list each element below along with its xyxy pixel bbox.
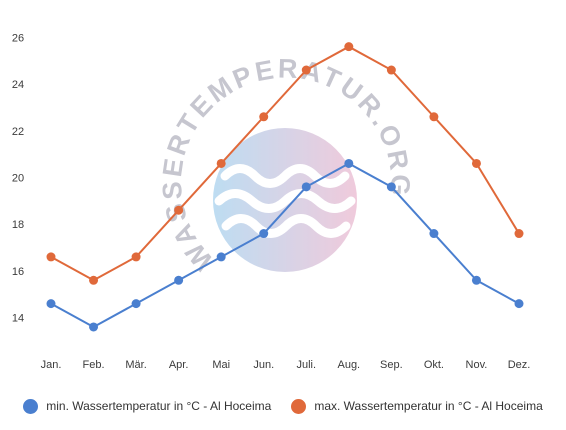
data-point[interactable] <box>471 275 481 285</box>
y-tick-label: 14 <box>12 313 24 325</box>
x-tick-label: Mai <box>212 359 230 371</box>
series-line <box>50 45 520 282</box>
legend-label: max. Wassertemperatur in °C - Al Hoceima <box>314 399 543 413</box>
data-point[interactable] <box>301 65 311 75</box>
data-point[interactable] <box>344 158 354 168</box>
x-tick-label: Feb. <box>83 359 105 371</box>
data-point[interactable] <box>471 158 481 168</box>
x-tick-label: Nov. <box>466 359 488 371</box>
data-point[interactable] <box>301 182 311 192</box>
data-point[interactable] <box>386 65 396 75</box>
x-tick-label: Mär. <box>125 359 146 371</box>
data-point[interactable] <box>89 322 99 332</box>
legend-swatch <box>291 398 307 414</box>
data-point[interactable] <box>259 112 269 122</box>
x-tick-label: Jun. <box>253 359 274 371</box>
data-point[interactable] <box>344 42 354 52</box>
y-tick-label: 24 <box>12 79 24 91</box>
y-tick-label: 22 <box>12 126 24 138</box>
series-max <box>46 42 524 285</box>
legend-swatch <box>23 398 39 414</box>
y-tick-label: 26 <box>12 32 24 44</box>
data-point[interactable] <box>216 252 226 262</box>
x-tick-label: Aug. <box>337 359 360 371</box>
x-tick-label: Jan. <box>41 359 62 371</box>
legend-label: min. Wassertemperatur in °C - Al Hoceima <box>46 399 272 413</box>
y-tick-label: 16 <box>12 266 24 278</box>
y-tick-label: 18 <box>12 219 24 231</box>
data-point[interactable] <box>174 275 184 285</box>
data-point[interactable] <box>514 229 524 239</box>
data-point[interactable] <box>386 182 396 192</box>
x-tick-label: Dez. <box>508 359 531 371</box>
legend-item[interactable]: max. Wassertemperatur in °C - Al Hoceima <box>291 398 543 414</box>
y-axis: 14 16 18 20 22 24 26 <box>12 32 24 324</box>
x-tick-label: Okt. <box>424 359 444 371</box>
data-point[interactable] <box>89 275 99 285</box>
x-tick-label: Apr. <box>169 359 189 371</box>
legend-item[interactable]: min. Wassertemperatur in °C - Al Hoceima <box>23 398 272 414</box>
y-tick-label: 20 <box>12 172 24 184</box>
data-point[interactable] <box>259 229 269 239</box>
data-point[interactable] <box>514 299 524 309</box>
x-tick-label: Juli. <box>296 359 316 371</box>
data-point[interactable] <box>46 299 56 309</box>
data-point[interactable] <box>429 229 439 239</box>
x-axis: Jan. Feb. Mär. Apr. Mai Jun. Juli. Aug. Sep. Okt.… <box>41 359 531 371</box>
data-point[interactable] <box>131 299 141 309</box>
series-line <box>50 162 520 328</box>
series-layer <box>46 42 524 332</box>
data-point[interactable] <box>174 205 184 215</box>
watermark-logo: WASSERTEMPERATUR.ORG <box>157 53 413 276</box>
data-point[interactable] <box>216 158 226 168</box>
data-point[interactable] <box>131 252 141 262</box>
data-point[interactable] <box>46 252 56 262</box>
chart-legend: min. Wassertemperatur in °C - Al Hoceima… <box>0 393 566 419</box>
data-point[interactable] <box>429 112 439 122</box>
x-tick-label: Sep. <box>380 359 403 371</box>
series-min <box>46 158 524 332</box>
